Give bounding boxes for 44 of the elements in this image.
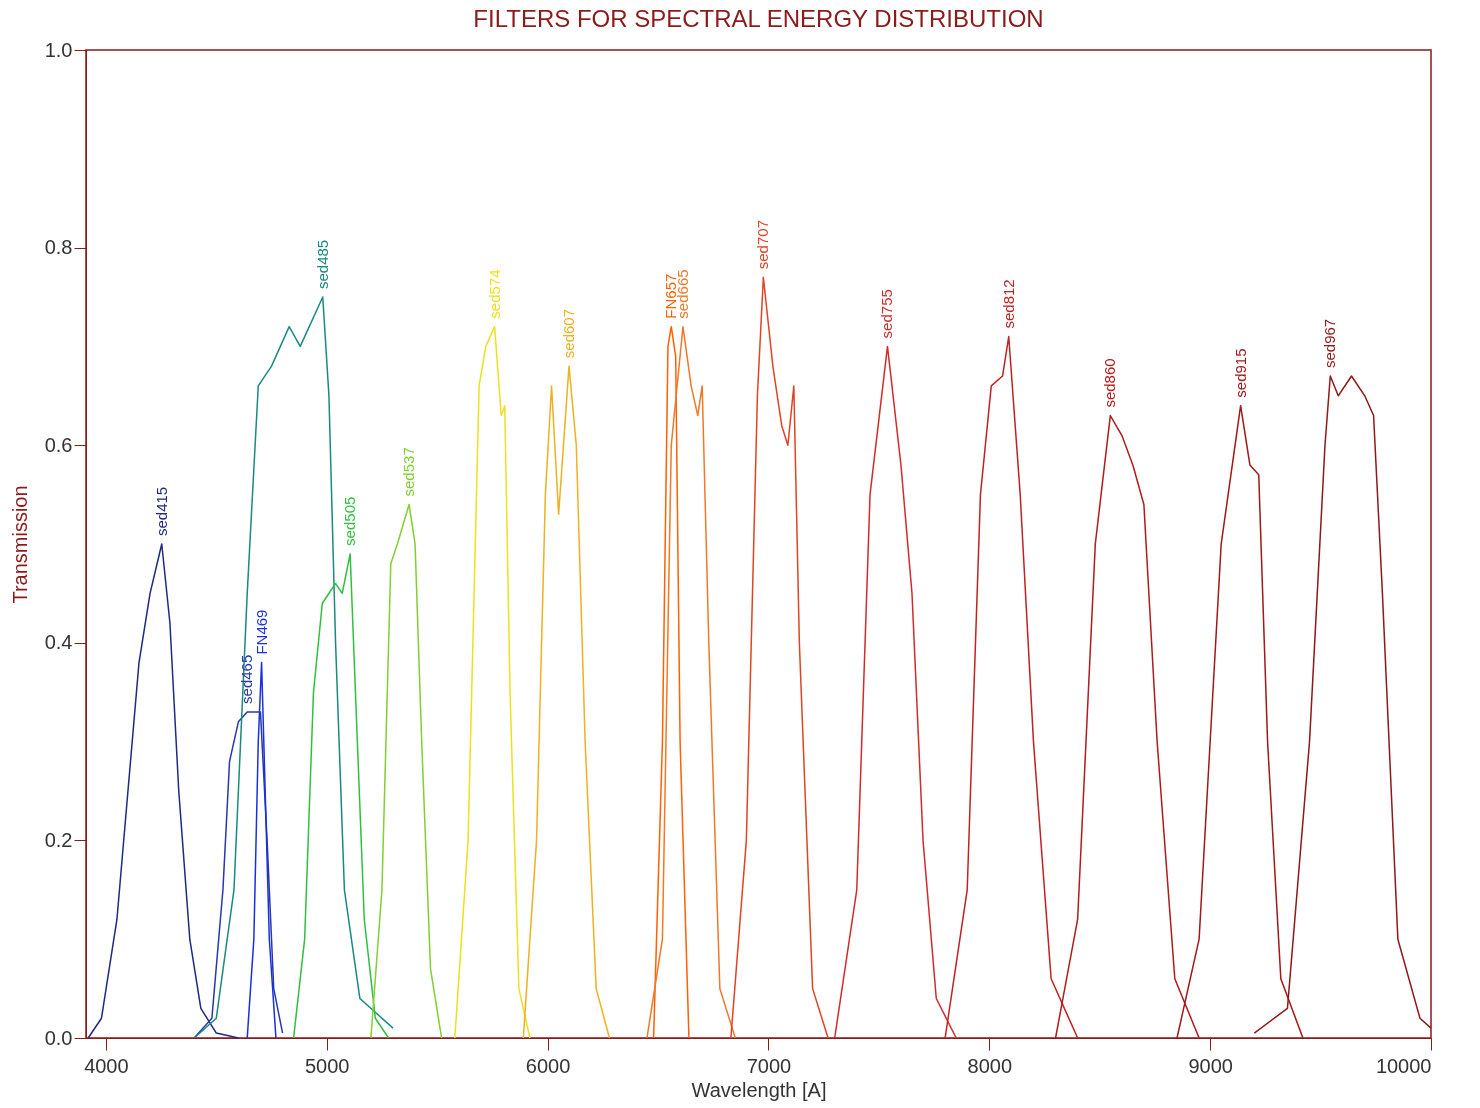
line-series — [522, 365, 611, 1039]
x-tick-label: 8000 — [967, 1054, 1013, 1077]
x-tick-label: 4000 — [84, 1054, 129, 1077]
line-series — [193, 296, 394, 1039]
text: sed505 — [341, 496, 359, 546]
text: sed537 — [400, 447, 418, 497]
x-tick-label: 9000 — [1188, 1054, 1233, 1077]
text: sed860 — [1101, 358, 1119, 408]
y-tick-label: 0.8 — [44, 236, 73, 259]
x-axis-title: Wavelength [A] — [691, 1078, 827, 1101]
x-tick-label: 10000 — [1375, 1054, 1432, 1077]
y-tick-label: 0.6 — [44, 433, 73, 456]
chart-title: FILTERS FOR SPECTRAL ENERGY DISTRIBUTION — [473, 5, 1044, 32]
line-series — [944, 335, 1079, 1039]
text: sed967 — [1321, 318, 1339, 369]
text: sed465 — [238, 654, 256, 704]
x-tick-label: 6000 — [525, 1054, 571, 1077]
line-series — [193, 711, 284, 1039]
y-tick-label: 0.0 — [44, 1026, 73, 1049]
line-series — [454, 325, 531, 1039]
line-series — [1054, 414, 1200, 1039]
x-tick-label: 7000 — [746, 1054, 792, 1077]
text: sed574 — [485, 269, 503, 319]
line-series — [652, 325, 690, 1039]
line-series — [730, 276, 829, 1039]
y-tick-label: 0.4 — [44, 631, 73, 654]
text: sed707 — [754, 220, 772, 270]
text: sed415 — [152, 486, 170, 536]
x-tick-label: 5000 — [304, 1054, 350, 1077]
text: sed607 — [560, 308, 578, 359]
line-series — [833, 345, 957, 1039]
text: sed485 — [313, 239, 331, 289]
y-tick-label: 0.2 — [44, 828, 73, 851]
text: sed812 — [999, 279, 1017, 329]
y-axis-title: Transmission — [8, 485, 31, 604]
text: FN469 — [252, 609, 270, 655]
text: sed755 — [878, 289, 896, 339]
text: sed915 — [1231, 348, 1249, 398]
line-series — [292, 553, 390, 1039]
line-series — [87, 543, 240, 1039]
y-tick-label: 1.0 — [44, 38, 73, 61]
line-series — [1176, 404, 1304, 1039]
line-series — [646, 325, 737, 1039]
line-series — [370, 503, 443, 1039]
